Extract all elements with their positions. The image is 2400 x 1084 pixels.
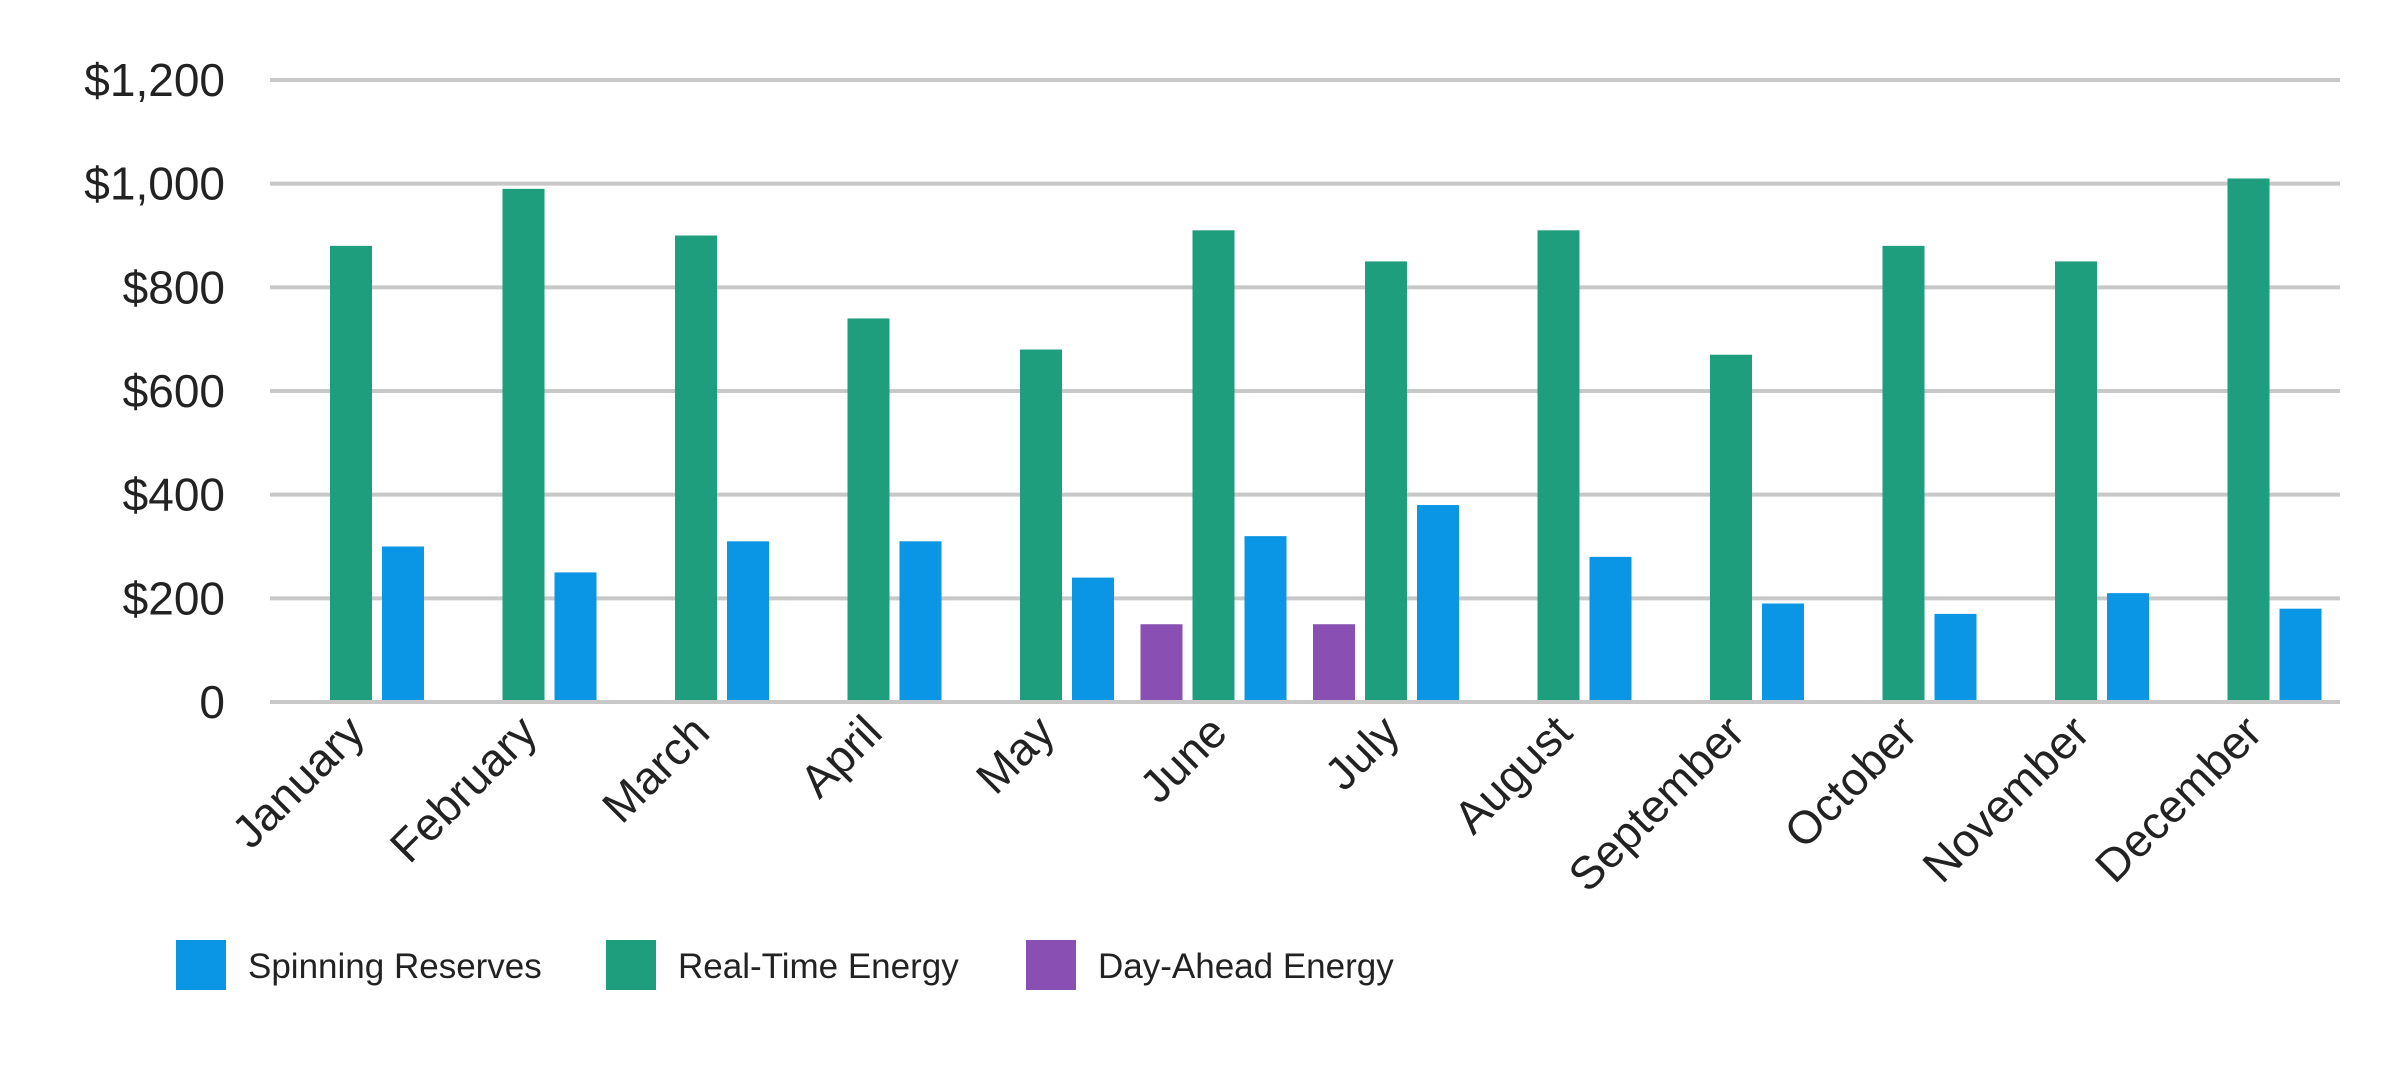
bar-real-time-energy-july xyxy=(1365,261,1407,702)
bar-real-time-energy-march xyxy=(675,235,717,702)
y-tick-label: $600 xyxy=(123,365,225,417)
x-axis-category-labels: January February March April May June July Augu… xyxy=(222,705,2272,901)
x-tick-label-january: January xyxy=(222,705,374,857)
x-tick-label-september: September xyxy=(1558,705,1754,901)
y-tick-label: $200 xyxy=(123,572,225,624)
legend-swatch-spinning-reserves xyxy=(176,940,226,990)
legend-label-day-ahead-energy: Day-Ahead Energy xyxy=(1098,947,1394,986)
bars xyxy=(330,178,2322,703)
y-axis-tick-labels: 0 $200 $400 $600 $800 $1,000 $1,200 xyxy=(84,54,225,728)
bar-spinning-reserves-october xyxy=(1934,613,1977,702)
bar-real-time-energy-august xyxy=(1537,230,1580,703)
y-tick-label: $400 xyxy=(123,469,225,521)
bar-real-time-energy-may xyxy=(1020,349,1062,702)
bar-spinning-reserves-june xyxy=(1244,536,1287,702)
bar-spinning-reserves-august xyxy=(1589,556,1632,702)
bar-real-time-energy-october xyxy=(1882,245,1925,702)
bar-spinning-reserves-november xyxy=(2107,593,2149,702)
y-tick-label: $1,200 xyxy=(84,54,225,106)
y-tick-label: 0 xyxy=(199,676,225,728)
bar-real-time-energy-november xyxy=(2055,261,2097,702)
bar-real-time-energy-september xyxy=(1710,354,1752,702)
x-tick-label-march: March xyxy=(592,705,719,832)
bar-real-time-energy-april xyxy=(847,318,890,702)
bar-day-ahead-energy-july xyxy=(1313,624,1355,702)
bar-spinning-reserves-march xyxy=(727,541,769,702)
y-tick-label: $800 xyxy=(123,261,225,313)
bar-real-time-energy-december xyxy=(2227,178,2270,702)
bar-spinning-reserves-may xyxy=(1072,577,1114,702)
bar-spinning-reserves-april xyxy=(899,541,942,702)
grid-lines xyxy=(270,78,2340,601)
x-tick-label-november: November xyxy=(1912,705,2099,892)
x-tick-label-may: May xyxy=(966,705,1064,803)
x-tick-label-august: August xyxy=(1444,705,1582,843)
bar-real-time-energy-june xyxy=(1192,230,1235,703)
bar-spinning-reserves-january xyxy=(382,546,424,702)
x-tick-label-april: April xyxy=(790,705,892,807)
legend: Spinning Reserves Real-Time Energy Day-Ahe… xyxy=(176,940,1394,990)
bar-spinning-reserves-february xyxy=(554,572,597,702)
bar-real-time-energy-february xyxy=(502,188,545,703)
legend-label-spinning-reserves: Spinning Reserves xyxy=(248,947,542,986)
legend-swatch-real-time-energy xyxy=(606,940,656,990)
x-tick-label-december: December xyxy=(2085,705,2272,892)
x-tick-label-june: June xyxy=(1129,705,1236,812)
legend-label-real-time-energy: Real-Time Energy xyxy=(678,947,959,986)
bar-spinning-reserves-december xyxy=(2279,608,2322,702)
x-tick-label-february: February xyxy=(380,705,547,872)
legend-swatch-day-ahead-energy xyxy=(1026,940,1076,990)
bar-spinning-reserves-september xyxy=(1762,603,1804,702)
x-tick-label-july: July xyxy=(1314,705,1409,800)
bar-real-time-energy-january xyxy=(330,245,372,702)
bar-spinning-reserves-july xyxy=(1417,505,1459,702)
bar-day-ahead-energy-june xyxy=(1140,624,1183,702)
x-tick-label-october: October xyxy=(1774,705,1926,857)
y-tick-label: $1,000 xyxy=(84,158,225,210)
